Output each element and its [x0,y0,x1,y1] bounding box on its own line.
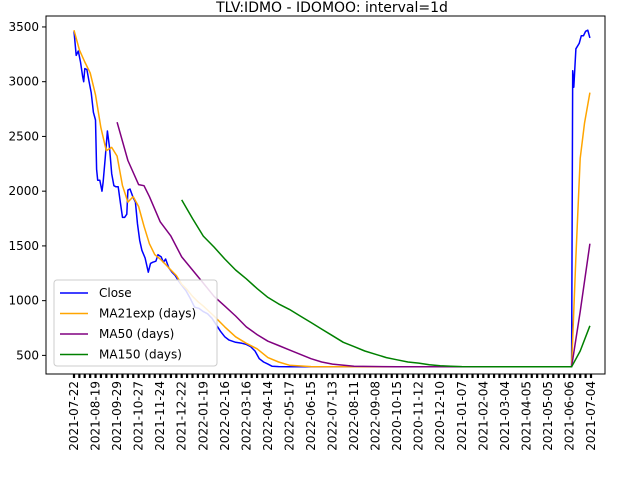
x-tick-label: 2022-04-14 [261,381,275,451]
legend-box [53,279,218,367]
x-tick-label: 2021-07-04 [584,381,598,451]
legend: Close MA21exp (days) MA50 (days) MA150 (day… [53,279,218,367]
x-tick-label: 2021-11-24 [153,381,167,451]
legend-label: MA50 (days) [99,327,174,341]
x-axis: 2021-07-22 2021-08-19 2021-09-29 2021-10-27… [67,374,598,451]
x-tick-label: 2022-03-16 [239,381,253,451]
x-tick-label: 2022-08-11 [347,381,361,451]
x-tick-label: 2021-10-27 [132,381,146,451]
x-tick-label: 2020-11-12 [412,381,426,451]
legend-label: MA150 (days) [99,348,182,362]
y-tick-label: 1500 [8,239,39,253]
series-line-ma50-days [116,121,591,368]
x-tick-label: 2022-01-19 [196,381,210,451]
x-tick-label: 2020-10-15 [390,381,404,451]
series-line-close [73,29,591,368]
x-tick-label: 2021-09-29 [110,381,124,451]
x-tick-label: 2020-12-10 [433,381,447,451]
x-tick-label: 2022-07-13 [326,381,340,451]
y-axis: 500 1000 1500 2000 2500 3000 3500 [8,20,46,362]
y-tick-label: 3500 [8,20,39,34]
x-tick-label: 2021-04-05 [519,381,533,451]
x-tick-label: 2021-03-04 [498,381,512,451]
x-tick-label: 2021-08-19 [89,381,103,451]
legend-label: MA21exp (days) [99,307,196,321]
x-tick-label: 2021-02-04 [476,381,490,451]
x-tick-label: 2022-05-17 [282,381,296,451]
x-tick-label: 2021-01-07 [455,381,469,451]
y-tick-label: 500 [16,348,39,362]
y-tick-label: 2000 [8,184,39,198]
y-tick-label: 3000 [8,75,39,89]
x-tick-label: 2021-05-05 [541,381,555,451]
x-tick-label: 2022-06-15 [304,381,318,451]
chart-title: TLV:IDMO - IDOMOO: interval=1d [215,0,448,16]
y-tick-label: 2500 [8,129,39,143]
x-tick-label: 2021-06-06 [562,381,576,451]
x-tick-label: 2022-09-08 [369,381,383,451]
y-tick-label: 1000 [8,294,39,308]
x-tick-label: 2021-07-22 [67,381,81,451]
x-tick-label: 2021-12-22 [175,381,189,451]
legend-label: Close [99,286,132,300]
series-line-ma150-days [181,199,591,368]
x-tick-label: 2022-02-16 [218,381,232,451]
plot-area [45,15,606,375]
